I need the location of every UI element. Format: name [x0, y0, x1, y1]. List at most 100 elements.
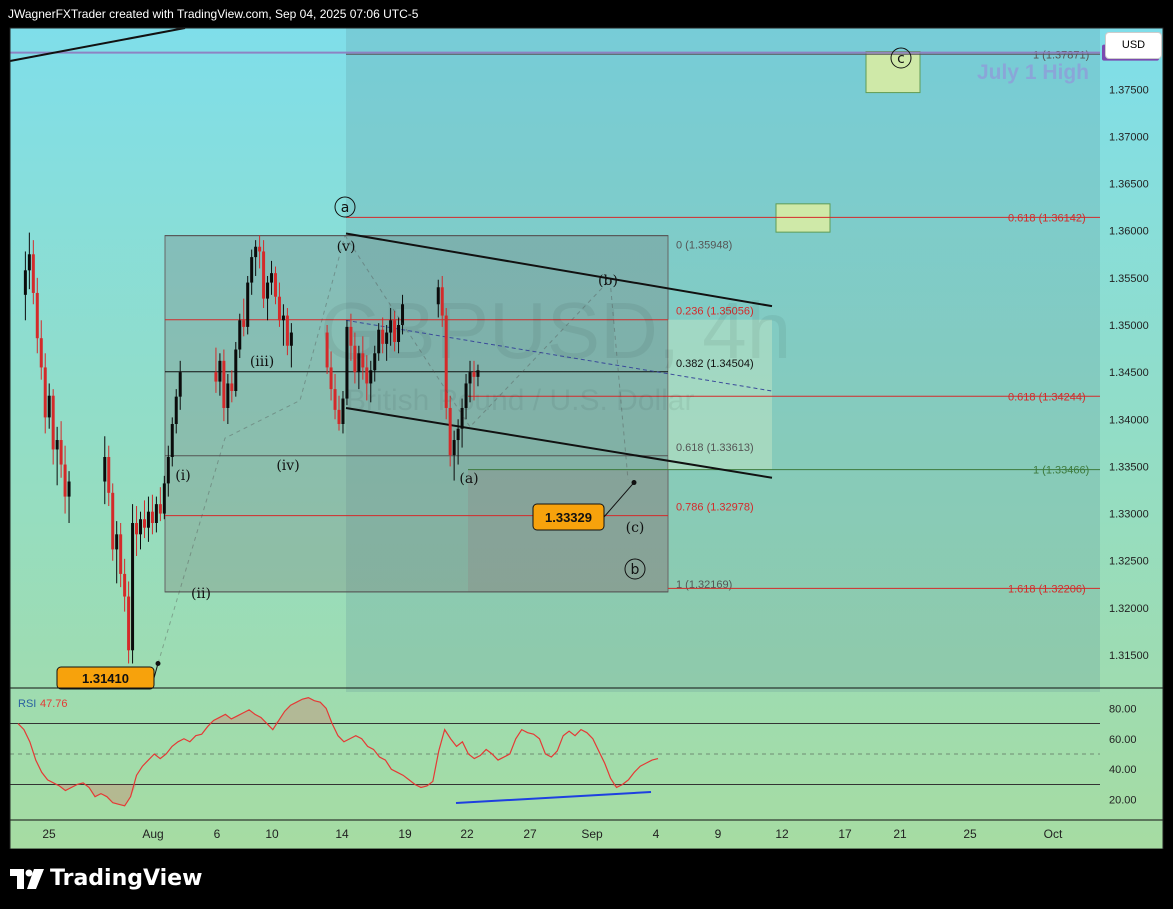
- y-tick-1: 1.37500: [1109, 84, 1149, 96]
- chart-background: [10, 28, 1163, 849]
- candles-layer: [23, 232, 480, 664]
- candle-body-14: [111, 492, 115, 550]
- candle-body-82: [476, 370, 480, 377]
- candle-body-69: [393, 320, 397, 342]
- candle-body-35: [226, 383, 230, 408]
- price-tag-text-0: 1.31410: [82, 671, 129, 686]
- candle-body-26: [158, 504, 162, 514]
- x-tick-7: 27: [523, 827, 537, 841]
- price-tag-leader-0: [153, 663, 159, 679]
- y-tick-9: 1.33500: [1109, 461, 1149, 473]
- trendline-topleft: [9, 27, 186, 62]
- y-tick-2: 1.37000: [1109, 131, 1149, 143]
- candle-body-55: [337, 409, 341, 424]
- target-box-upper: [865, 51, 921, 94]
- x-tick-1: Aug: [142, 827, 163, 841]
- candle-body-6: [47, 395, 51, 418]
- fib-label-6: 0.618 (1.33613): [676, 442, 754, 454]
- july-high-label: July 1 High: [977, 61, 1089, 84]
- candle-body-52: [325, 332, 329, 368]
- candle-body-57: [345, 326, 349, 399]
- wave-label-6: (ii): [191, 586, 211, 602]
- rsi-tick-2: 40.00: [1109, 764, 1137, 776]
- candle-body-32: [214, 372, 218, 382]
- wave-label-1: (v): [337, 239, 356, 255]
- chart-frame: [9, 27, 1164, 849]
- y-tick-8: 1.34000: [1109, 414, 1149, 426]
- rsi-pane[interactable]: 80.00 60.00 40.00 20.00: [10, 696, 1137, 807]
- time-axis[interactable]: 25 Aug 6 10 14 19 22 27 Sep 4 9 12 17 21 25 Oct: [42, 827, 1063, 841]
- candle-body-19: [131, 523, 135, 651]
- fib-label-9: 1 (1.32169): [676, 579, 732, 591]
- x-tick-9: 4: [653, 827, 660, 841]
- wave-label-2: (b): [598, 273, 618, 289]
- fib-label-1: 0.618 (1.36142): [1008, 212, 1086, 224]
- fib-label-2: 0 (1.35948): [676, 240, 732, 252]
- channel-layer: [9, 27, 773, 479]
- candle-body-59: [353, 345, 357, 373]
- wave-label-10: c: [897, 51, 905, 67]
- candle-body-29: [170, 424, 174, 457]
- projection-box-c: [668, 319, 772, 470]
- tradingview-logo[interactable]: TradingView: [10, 866, 202, 891]
- price-tag-point-1: [631, 480, 637, 486]
- candle-body-30: [174, 396, 178, 424]
- x-tick-2: 6: [214, 827, 221, 841]
- y-tick-12: 1.32000: [1109, 603, 1149, 615]
- x-tick-0: 25: [42, 827, 56, 841]
- y-tick-6: 1.35000: [1109, 320, 1149, 332]
- rsi-tick-3: 20.00: [1109, 795, 1137, 807]
- x-tick-14: 25: [963, 827, 977, 841]
- candle-body-18: [127, 596, 131, 651]
- y-tick-11: 1.32500: [1109, 556, 1149, 568]
- fib-label-3: 0.236 (1.35056): [676, 306, 754, 318]
- candle-body-49: [281, 315, 285, 321]
- target-box-lower: [775, 203, 831, 233]
- x-tick-11: 12: [775, 827, 789, 841]
- wave-label-8: (c): [626, 520, 645, 536]
- y-tick-4: 1.36000: [1109, 226, 1149, 238]
- candle-body-54: [333, 389, 337, 410]
- watermark-name: British Pound / U.S. Dollar: [346, 384, 694, 417]
- footer-brand: TradingView: [50, 866, 203, 891]
- candle-body-20: [135, 523, 139, 535]
- candle-body-47: [273, 273, 277, 297]
- candle-body-53: [329, 367, 333, 390]
- candle-body-72: [436, 287, 440, 305]
- candle-body-2: [31, 254, 35, 293]
- candle-body-76: [452, 440, 456, 456]
- candle-body-37: [234, 349, 238, 391]
- fib-label-8: 0.786 (1.32978): [676, 502, 754, 514]
- price-tag-box-1: [532, 503, 605, 531]
- x-tick-6: 22: [460, 827, 474, 841]
- fib-label-7: 1 (1.33466): [1033, 465, 1089, 477]
- candle-body-71: [401, 304, 405, 325]
- candle-body-23: [146, 511, 150, 528]
- price-chart[interactable]: 1 (1.37871) 0.618 (1.36142) 0 (1.35948) 0.2…: [0, 0, 1173, 849]
- candle-body-43: [258, 246, 262, 252]
- candle-body-40: [246, 282, 250, 327]
- candle-body-61: [361, 353, 365, 368]
- candle-body-44: [262, 251, 266, 299]
- candle-body-80: [468, 372, 472, 384]
- candle-body-62: [365, 367, 369, 384]
- price-tag-point-0: [155, 660, 161, 666]
- candle-body-74: [444, 315, 448, 408]
- candle-body-70: [397, 325, 401, 342]
- candle-body-68: [389, 320, 393, 333]
- candle-body-48: [277, 296, 281, 321]
- candle-body-25: [154, 504, 158, 523]
- candle-body-31: [178, 372, 182, 397]
- x-tick-3: 10: [265, 827, 279, 841]
- candle-body-21: [139, 519, 143, 535]
- x-tick-8: Sep: [581, 827, 603, 841]
- candle-body-56: [341, 398, 345, 424]
- x-tick-15: Oct: [1044, 827, 1063, 841]
- candle-body-11: [67, 481, 71, 497]
- candle-body-33: [218, 360, 222, 382]
- candle-body-63: [369, 370, 373, 384]
- currency-button[interactable]: USD: [1105, 32, 1162, 59]
- fib-label-10: 1.618 (1.32206): [1008, 583, 1086, 595]
- channel-lower: [345, 406, 773, 479]
- candle-body-65: [377, 329, 381, 354]
